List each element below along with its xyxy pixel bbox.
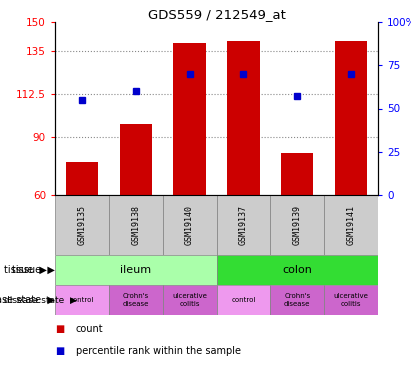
Bar bbox=[120, 124, 152, 195]
Text: Crohn's
disease: Crohn's disease bbox=[122, 294, 149, 306]
Bar bbox=[281, 153, 314, 195]
Text: GSM19137: GSM19137 bbox=[239, 205, 248, 245]
Bar bbox=[55, 285, 109, 315]
Bar bbox=[163, 195, 217, 255]
Bar bbox=[55, 255, 217, 285]
Text: GSM19141: GSM19141 bbox=[346, 205, 356, 245]
Text: disease state  ▶: disease state ▶ bbox=[4, 296, 77, 304]
Text: control: control bbox=[231, 297, 256, 303]
Bar bbox=[55, 195, 109, 255]
Text: GSM19140: GSM19140 bbox=[185, 205, 194, 245]
Text: Crohn's
disease: Crohn's disease bbox=[284, 294, 310, 306]
Bar bbox=[217, 285, 270, 315]
Text: GSM19138: GSM19138 bbox=[131, 205, 140, 245]
Bar bbox=[270, 195, 324, 255]
Text: tissue  ▶: tissue ▶ bbox=[4, 265, 47, 275]
Bar bbox=[109, 195, 163, 255]
Bar bbox=[217, 255, 378, 285]
Text: ■: ■ bbox=[55, 324, 64, 334]
Text: GSM19135: GSM19135 bbox=[77, 205, 86, 245]
Text: tissue  ▶: tissue ▶ bbox=[12, 265, 55, 275]
Text: ulcerative
colitis: ulcerative colitis bbox=[172, 294, 207, 306]
Text: ileum: ileum bbox=[120, 265, 151, 275]
Text: percentile rank within the sample: percentile rank within the sample bbox=[76, 346, 240, 356]
Bar bbox=[173, 43, 206, 195]
Text: count: count bbox=[76, 324, 103, 334]
Bar bbox=[163, 285, 217, 315]
Bar bbox=[270, 285, 324, 315]
Text: control: control bbox=[70, 297, 94, 303]
Bar bbox=[66, 162, 98, 195]
Text: ■: ■ bbox=[55, 346, 64, 356]
Bar bbox=[227, 41, 260, 195]
Text: disease state  ▶: disease state ▶ bbox=[0, 295, 55, 305]
Text: GSM19139: GSM19139 bbox=[293, 205, 302, 245]
Text: colon: colon bbox=[282, 265, 312, 275]
Bar bbox=[335, 41, 367, 195]
Title: GDS559 / 212549_at: GDS559 / 212549_at bbox=[148, 8, 285, 21]
Bar bbox=[324, 195, 378, 255]
Text: ulcerative
colitis: ulcerative colitis bbox=[334, 294, 369, 306]
Bar bbox=[324, 285, 378, 315]
Bar bbox=[217, 195, 270, 255]
Bar bbox=[109, 285, 163, 315]
